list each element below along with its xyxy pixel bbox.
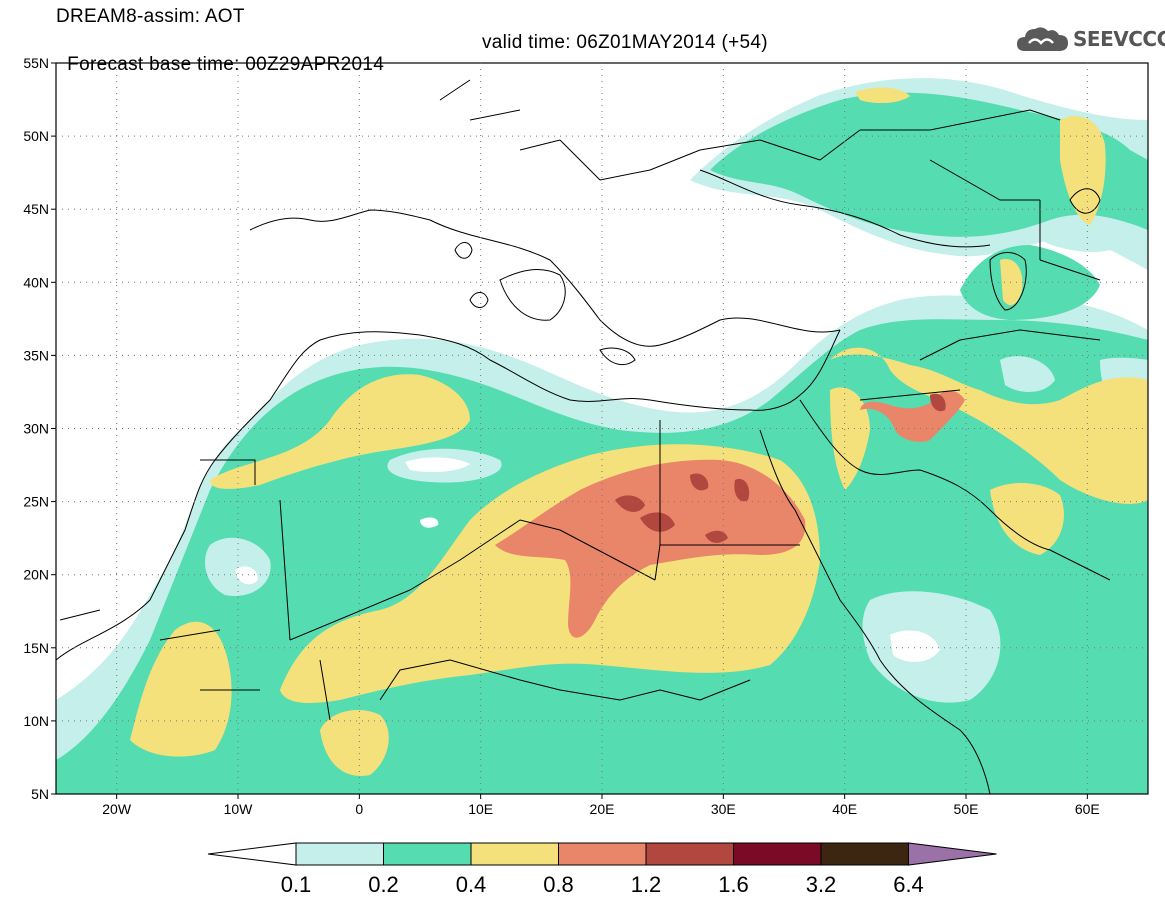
colorbar-swatch <box>820 842 909 866</box>
gridlines <box>56 63 1148 794</box>
lon-tick-label: 50E <box>954 801 979 817</box>
colorbar-label: 6.4 <box>893 872 924 897</box>
colorbar-label: 0.4 <box>456 872 487 897</box>
lat-tick-label: 55N <box>23 55 49 71</box>
colorbar-high-arrow <box>908 842 997 866</box>
lat-tick-label: 5N <box>31 786 49 802</box>
aot-level-1.2 <box>615 393 946 543</box>
colorbar-swatch <box>645 842 734 866</box>
colorbar-swatch <box>733 842 822 866</box>
colorbar-label: 1.6 <box>718 872 749 897</box>
lat-tick-label: 35N <box>23 347 49 363</box>
chart-title: DREAM8-assim: AOT <box>56 6 245 27</box>
lat-tick-label: 30N <box>23 421 49 437</box>
colorbar-label: 0.2 <box>368 872 399 897</box>
colorbar-label: 3.2 <box>806 872 837 897</box>
base-time: Forecast base time: 00Z29APR2014 <box>67 54 385 75</box>
longitude-axis: 20W 10W 0 10E 20E 30E 40E 50E 60E <box>102 794 1100 817</box>
lon-tick-label: 60E <box>1075 801 1100 817</box>
colorbar-swatch <box>558 842 647 866</box>
aot-holes-low <box>235 457 940 662</box>
lat-tick-label: 15N <box>23 640 49 656</box>
colorbar-low-arrow <box>207 842 297 866</box>
colorbar-swatch <box>295 842 384 866</box>
lon-tick-label: 30E <box>711 801 736 817</box>
colorbar-label: 0.1 <box>281 872 312 897</box>
lon-tick-label: 10W <box>224 801 254 817</box>
latitude-axis: 55N 50N 45N 40N 35N 30N 25N 20N 15N 10N 5N <box>23 55 56 802</box>
lat-tick-label: 10N <box>23 713 49 729</box>
lat-tick-label: 20N <box>23 567 49 583</box>
lat-tick-label: 50N <box>23 128 49 144</box>
time-info: Forecast base time: 00Z29APR2014 valid t… <box>56 32 767 98</box>
lon-tick-label: 40E <box>832 801 857 817</box>
colorbar-label: 1.2 <box>631 872 662 897</box>
lon-tick-label: 20E <box>590 801 615 817</box>
colorbar-swatch <box>470 842 559 866</box>
colorbar: 0.1 0.2 0.4 0.8 1.2 1.6 3.2 6.4 <box>207 842 997 897</box>
lon-tick-label: 10E <box>468 801 493 817</box>
colorbar-swatch <box>383 842 472 866</box>
lon-tick-label: 20W <box>102 801 132 817</box>
lat-tick-label: 40N <box>23 274 49 290</box>
colorbar-label: 0.8 <box>543 872 574 897</box>
aot-field <box>56 78 1148 794</box>
cloud-icon <box>1017 27 1068 51</box>
coastlines-and-borders <box>56 79 1111 794</box>
lat-tick-label: 45N <box>23 201 49 217</box>
lon-tick-label: 0 <box>355 801 363 817</box>
valid-time: valid time: 06Z01MAY2014 (+54) <box>482 32 768 53</box>
logo-text: SEEVCCC <box>1073 27 1165 51</box>
seevccc-logo: SEEVCCC <box>1015 24 1165 54</box>
lat-tick-label: 25N <box>23 494 49 510</box>
